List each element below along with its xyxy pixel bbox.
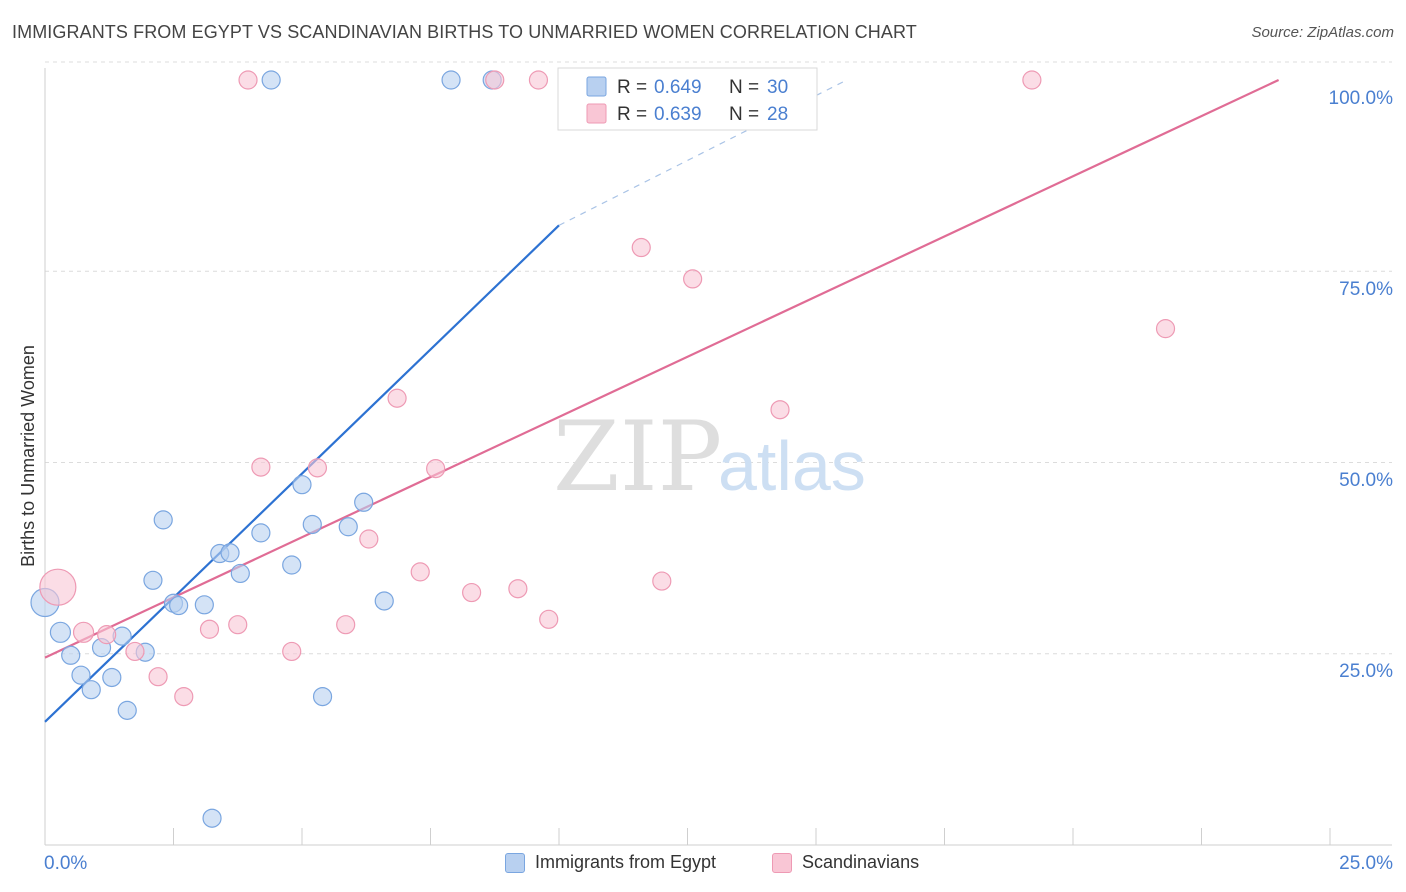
point-egypt-3 — [71, 665, 91, 685]
point-scandinavians-23 — [485, 70, 505, 90]
point-scandinavians-7 — [228, 615, 248, 635]
point-scandinavians-6 — [199, 619, 220, 639]
point-egypt-23 — [338, 517, 358, 537]
x-tick-label-min: 0.0% — [44, 853, 87, 874]
point-egypt-6 — [102, 667, 122, 688]
point-egypt-18 — [251, 523, 271, 543]
legend-label-scandinavians: Scandinavians — [802, 852, 920, 872]
point-egypt-13 — [169, 595, 189, 616]
point-scandinavians-0 — [39, 568, 77, 606]
y-axis-label-group: Births to Unmarried Women — [18, 345, 38, 567]
point-scandinavians-4 — [148, 667, 168, 687]
legend-top-n-label-0: N = — [729, 77, 759, 98]
point-scandinavians-20 — [652, 571, 672, 591]
y-tick-label-50: 50.0% — [1339, 470, 1393, 491]
point-egypt-20 — [292, 475, 312, 495]
point-egypt-24 — [354, 492, 374, 512]
legend-top-r-label-0: R = — [617, 77, 647, 98]
point-scandinavians-14 — [410, 562, 430, 582]
y-tick-label-100: 100.0% — [1329, 88, 1394, 109]
point-egypt-29 — [202, 808, 222, 828]
legend-top-swatch-1 — [586, 103, 607, 124]
legend-top-r-label-1: R = — [617, 104, 647, 125]
axes — [44, 68, 1392, 846]
legend-swatch-scandinavians — [772, 852, 792, 873]
point-scandinavians-19 — [631, 237, 651, 258]
point-egypt-2 — [61, 645, 81, 665]
point-egypt-10 — [143, 570, 163, 590]
point-egypt-16 — [220, 543, 240, 563]
point-scandinavians-21 — [683, 269, 703, 289]
y-tick-label-75: 75.0% — [1339, 279, 1393, 300]
point-scandinavians-13 — [387, 388, 407, 408]
trendline-egypt — [44, 224, 560, 723]
point-scandinavians-2 — [97, 625, 117, 645]
point-egypt-22 — [312, 686, 333, 707]
watermark-zip: ZIP — [553, 401, 722, 513]
point-egypt-11 — [153, 510, 173, 530]
point-scandinavians-8 — [251, 457, 271, 477]
point-egypt-8 — [117, 700, 137, 720]
point-scandinavians-26 — [1155, 319, 1176, 339]
point-scandinavians-1 — [72, 621, 95, 643]
y-axis-label: Births to Unmarried Women — [18, 345, 38, 567]
legend-swatch-egypt — [505, 852, 525, 873]
point-scandinavians-3 — [125, 641, 145, 662]
point-scandinavians-18 — [539, 609, 559, 629]
point-egypt-25 — [374, 591, 394, 611]
point-egypt-26 — [261, 70, 281, 90]
watermark-atlas: atlas — [718, 427, 866, 505]
legend-label-egypt: Immigrants from Egypt — [535, 852, 717, 872]
x-tick-label-max: 25.0% — [1339, 853, 1393, 874]
point-egypt-17 — [230, 563, 250, 584]
source-label: Source: ZipAtlas.com — [1251, 24, 1394, 41]
point-scandinavians-16 — [462, 582, 482, 603]
legend-top-r-value-0: 0.649 — [654, 77, 702, 98]
trendline-scandinavians — [44, 79, 1280, 659]
point-egypt-19 — [282, 555, 302, 575]
grid-lines — [45, 61, 1392, 655]
point-scandinavians-27 — [238, 70, 258, 90]
legend-item-egypt[interactable]: Immigrants from Egypt — [505, 852, 716, 873]
point-scandinavians-9 — [282, 641, 302, 662]
point-scandinavians-24 — [528, 70, 549, 90]
y-tick-label-25: 25.0% — [1339, 661, 1393, 682]
point-scandinavians-10 — [307, 458, 328, 478]
point-scandinavians-22 — [770, 400, 790, 420]
legend-top-swatch-0 — [586, 76, 607, 97]
point-egypt-1 — [49, 621, 72, 643]
point-egypt-4 — [81, 680, 101, 700]
legend-top-r-value-1: 0.639 — [654, 104, 702, 125]
legend-top-n-value-0: 30 — [767, 77, 788, 98]
data-points — [30, 70, 1176, 828]
point-scandinavians-15 — [426, 459, 446, 479]
tick-labels: 25.0% 50.0% 75.0% 100.0% 0.0% 25.0% — [44, 88, 1393, 874]
point-scandinavians-25 — [1022, 70, 1042, 90]
point-scandinavians-17 — [508, 579, 528, 599]
point-scandinavians-11 — [336, 615, 356, 635]
legend-item-scandinavians[interactable]: Scandinavians — [772, 852, 919, 873]
point-scandinavians-12 — [359, 529, 379, 549]
point-scandinavians-5 — [174, 686, 194, 707]
point-egypt-14 — [194, 595, 214, 615]
point-egypt-21 — [302, 514, 322, 535]
legend-top-n-value-1: 28 — [767, 104, 788, 125]
chart-title: IMMIGRANTS FROM EGYPT VS SCANDINAVIAN BI… — [12, 22, 917, 42]
point-egypt-27 — [441, 70, 461, 90]
legend-top: R = 0.649 N = 30 R = 0.639 N = 28 — [557, 67, 818, 131]
legend-top-n-label-1: N = — [729, 104, 759, 125]
legend-bottom: Immigrants from Egypt Scandinavians — [0, 852, 1406, 878]
